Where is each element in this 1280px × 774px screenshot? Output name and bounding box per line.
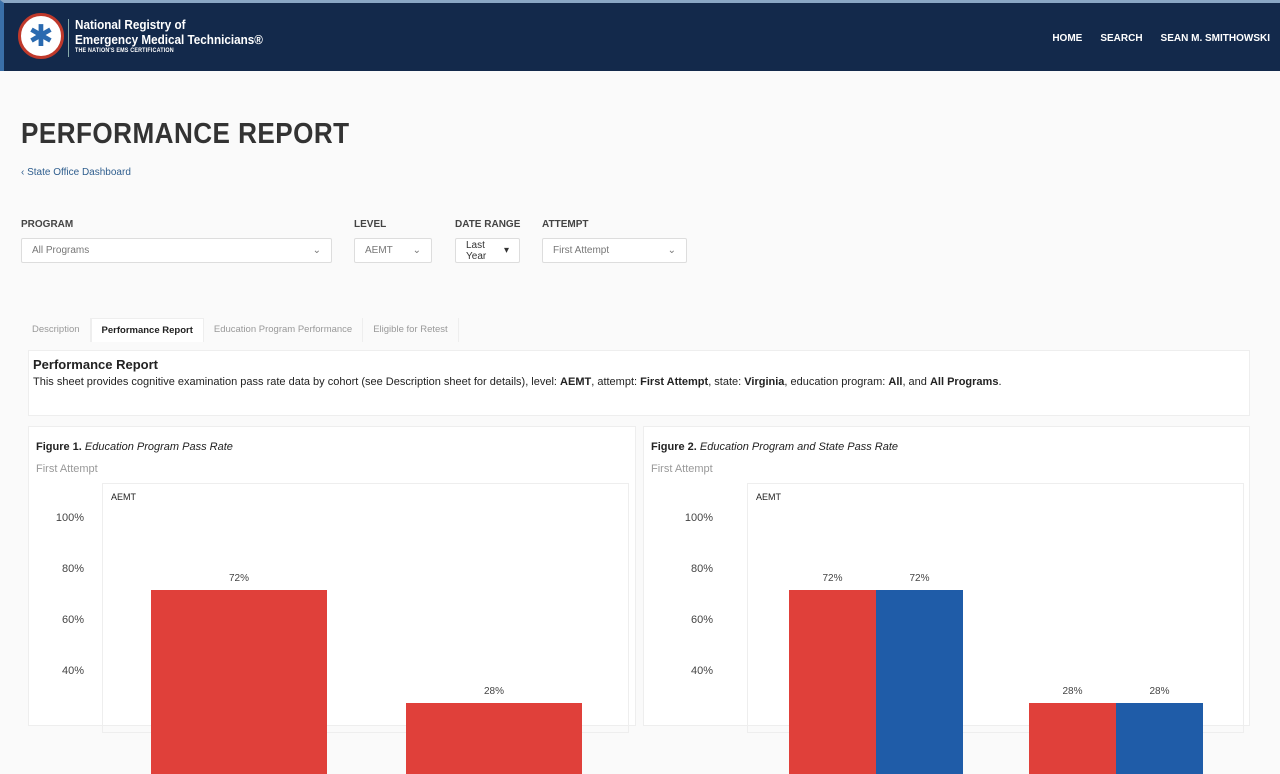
nav-search[interactable]: SEARCH xyxy=(1100,33,1143,44)
panel-label: AEMT xyxy=(756,492,782,502)
y-tick-label: 40% xyxy=(690,665,713,677)
level-label: LEVEL xyxy=(354,219,387,230)
tab-eligible-for-retest[interactable]: Eligible for Retest xyxy=(363,318,459,342)
attempt-label: ATTEMPT xyxy=(542,219,589,230)
t: , attempt: xyxy=(591,376,641,388)
figure-title: Figure 1. Education Program Pass Rate xyxy=(36,441,233,453)
top-header: ✱ National Registry of Emergency Medical… xyxy=(0,0,1280,71)
tagline: THE NATION'S EMS CERTIFICATION xyxy=(75,48,174,54)
level-value: AEMT xyxy=(365,245,393,256)
state: Virginia xyxy=(744,376,785,388)
nav-home[interactable]: HOME xyxy=(1052,33,1083,44)
tab-description[interactable]: Description xyxy=(22,318,91,342)
data-label: 72% xyxy=(228,573,249,585)
attempt: First Attempt xyxy=(640,376,709,388)
divider xyxy=(68,19,69,57)
t: . xyxy=(998,376,1002,388)
program-filter: PROGRAM All Programs ⌄ xyxy=(21,219,332,263)
data-label: 72% xyxy=(822,573,843,585)
y-tick-label: 80% xyxy=(61,563,84,575)
t: , education program: xyxy=(784,376,889,388)
y-tick-label: 40% xyxy=(61,665,84,677)
program-select[interactable]: All Programs ⌄ xyxy=(21,238,332,263)
description-text: This sheet provides cognitive examinatio… xyxy=(33,376,1245,388)
date-range-label: DATE RANGE xyxy=(455,219,521,230)
figure-subtitle: First Attempt xyxy=(36,463,98,475)
attempt-value: First Attempt xyxy=(553,245,610,256)
date-range-value: Last Year xyxy=(466,239,487,262)
nav-user[interactable]: SEAN M. SMITHOWSKI xyxy=(1160,33,1270,44)
tab-education-program-performance[interactable]: Education Program Performance xyxy=(204,318,364,342)
data-label: 28% xyxy=(483,685,504,697)
page-title: PERFORMANCE REPORT xyxy=(21,118,350,150)
date-range-filter: DATE RANGE Last Year ▾ xyxy=(455,219,520,263)
date-range-select[interactable]: Last Year ▾ xyxy=(455,238,520,263)
top-nav: HOME SEARCH SEAN M. SMITHOWSKI xyxy=(1052,33,1270,44)
y-tick-label: 100% xyxy=(55,512,84,524)
figure-title: Figure 2. Education Program and State Pa… xyxy=(651,441,898,453)
level-select[interactable]: AEMT ⌄ xyxy=(354,238,432,263)
figure-name: Education Program Pass Rate xyxy=(84,441,233,453)
figure-1-panel: Figure 1. Education Program Pass Rate Fi… xyxy=(28,426,636,774)
report-tabs: Description Performance Report Education… xyxy=(22,318,459,342)
brand-line1: National Registry of xyxy=(75,17,186,32)
t: , and xyxy=(902,376,930,388)
y-tick-label: 60% xyxy=(61,614,84,626)
data-label: 72% xyxy=(909,573,930,585)
attempt-filter: ATTEMPT First Attempt ⌄ xyxy=(542,219,687,263)
figure-number: Figure 1. xyxy=(36,441,82,453)
chevron-down-icon: ⌄ xyxy=(412,245,421,256)
data-label: 28% xyxy=(1149,685,1170,697)
bar[interactable] xyxy=(151,590,327,774)
t: , state: xyxy=(708,376,745,388)
bar[interactable] xyxy=(1116,702,1203,774)
attempt-select[interactable]: First Attempt ⌄ xyxy=(542,238,687,263)
description-title: Performance Report xyxy=(33,357,158,372)
y-tick-label: 100% xyxy=(684,512,713,524)
level: AEMT xyxy=(560,376,592,388)
brand-line2: Emergency Medical Technicians® xyxy=(75,32,263,47)
figure-subtitle: First Attempt xyxy=(651,463,713,475)
program-label: PROGRAM xyxy=(21,219,74,230)
t: This sheet provides cognitive examinatio… xyxy=(33,376,561,388)
figure-number: Figure 2. xyxy=(651,441,697,453)
chevron-down-icon: ⌄ xyxy=(312,245,321,256)
breadcrumb[interactable]: ‹ State Office Dashboard xyxy=(21,167,131,178)
y-tick-label: 80% xyxy=(690,563,713,575)
tab-performance-report[interactable]: Performance Report xyxy=(90,318,204,342)
figure-name: Education Program and State Pass Rate xyxy=(699,441,899,453)
breadcrumb-link[interactable]: State Office Dashboard xyxy=(27,167,131,178)
program-value: All Programs xyxy=(32,245,90,256)
program: All xyxy=(888,376,903,388)
data-label: 28% xyxy=(1062,685,1083,697)
panel-label: AEMT xyxy=(111,492,137,502)
level-filter: LEVEL AEMT ⌄ xyxy=(354,219,432,263)
bar[interactable] xyxy=(876,590,963,774)
y-tick-label: 60% xyxy=(690,614,713,626)
chevron-down-icon: ⌄ xyxy=(667,245,676,256)
bar[interactable] xyxy=(406,702,582,774)
brand[interactable]: National Registry of Emergency Medical T… xyxy=(75,17,263,55)
bar[interactable] xyxy=(789,590,876,774)
programs: All Programs xyxy=(929,376,999,388)
caret-down-icon: ▾ xyxy=(503,245,509,256)
star-of-life-icon[interactable]: ✱ xyxy=(18,13,64,59)
figure-2-panel: Figure 2. Education Program and State Pa… xyxy=(643,426,1250,774)
description-card: Performance Report This sheet provides c… xyxy=(28,350,1250,416)
bar[interactable] xyxy=(1029,702,1116,774)
